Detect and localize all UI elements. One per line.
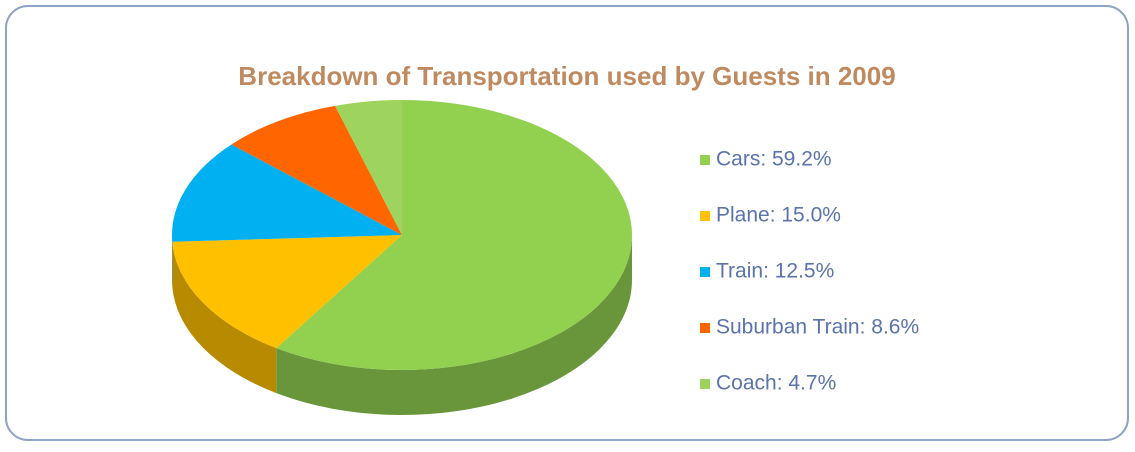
- legend-swatch: [700, 323, 710, 333]
- legend-label: Cars: 59.2%: [716, 148, 832, 171]
- legend-label: Coach: 4.7%: [716, 372, 836, 395]
- legend-label: Suburban Train: 8.6%: [716, 316, 919, 339]
- legend-swatch: [700, 267, 710, 277]
- legend-label: Train: 12.5%: [716, 260, 834, 283]
- legend-swatch: [700, 379, 710, 389]
- legend-swatch: [700, 155, 710, 165]
- chart-title: Breakdown of Transportation used by Gues…: [238, 61, 895, 91]
- legend-swatch: [700, 211, 710, 221]
- legend-label: Plane: 15.0%: [716, 204, 841, 227]
- pie: [172, 100, 632, 415]
